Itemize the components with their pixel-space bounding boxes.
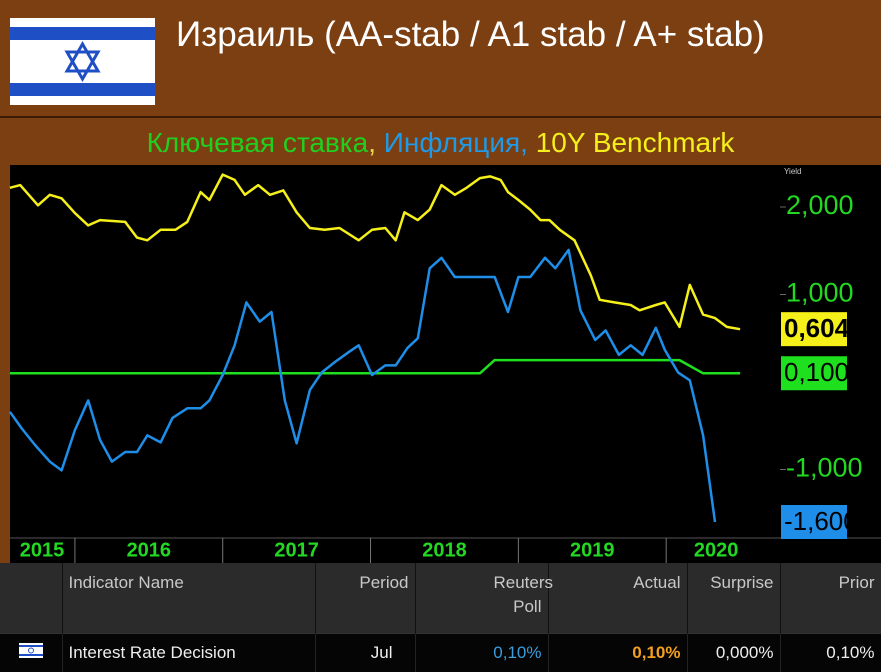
plot-background xyxy=(10,165,881,538)
column-header-text: Reuters Poll xyxy=(494,571,542,619)
table-header: Indicator Name Period Reuters Poll Actua… xyxy=(0,563,881,634)
cell: Interest Rate Decision xyxy=(62,634,315,672)
y-axis-label: Yield xyxy=(784,167,802,176)
column-header: Indicator Name xyxy=(62,563,315,634)
column-header: Surprise xyxy=(687,563,780,634)
legend-separator: , xyxy=(368,127,376,158)
end-value-label: 0,604 xyxy=(784,313,850,343)
legend-item: 10Y Benchmark xyxy=(536,127,735,158)
cell: 0,10% xyxy=(548,634,687,672)
israel-flag xyxy=(10,18,155,105)
x-tick-label: 2019 xyxy=(570,539,615,561)
title: Израиль (AA-stab / A1 stab / A+ stab) xyxy=(176,12,836,58)
flag-cell xyxy=(0,634,62,672)
end-value-label: -1,600 xyxy=(784,506,858,536)
legend-item: Ключевая ставка xyxy=(147,127,369,158)
cell: 0,000% xyxy=(687,634,780,672)
legend: Ключевая ставка, Инфляция, 10Y Benchmark xyxy=(0,120,881,165)
table: Indicator Name Period Reuters Poll Actua… xyxy=(0,563,881,672)
header: Израиль (AA-stab / A1 stab / A+ stab) xyxy=(0,0,881,118)
column-header: Period xyxy=(315,563,415,634)
legend-separator: , xyxy=(520,127,528,158)
cell: Jul xyxy=(315,634,415,672)
column-header: Actual xyxy=(548,563,687,634)
cell: 0,10% xyxy=(415,634,548,672)
x-tick-label: 2018 xyxy=(422,539,467,561)
legend-item: Инфляция xyxy=(384,127,520,158)
cell: 0,10% xyxy=(780,634,881,672)
column-header: Prior xyxy=(780,563,881,634)
y-tick-label: 1,000 xyxy=(786,278,854,308)
x-tick-label: 2020 xyxy=(694,539,739,561)
x-tick-label: 2017 xyxy=(274,539,319,561)
end-value-label: 0,100 xyxy=(784,357,849,387)
table-row[interactable]: Interest Rate Decision Jul 0,10% 0,10% 0… xyxy=(0,634,881,672)
x-tick-label: 2016 xyxy=(127,539,172,561)
y-tick-label: 2,000 xyxy=(786,190,854,220)
flag-header xyxy=(0,563,62,634)
x-tick-label: 2015 xyxy=(20,539,65,561)
flag-icon xyxy=(19,643,43,658)
chart: Yield 2,000 1,000 -1,000 2015 2016 2017 2018 20… xyxy=(0,165,881,563)
y-tick-label: -1,000 xyxy=(786,453,863,483)
column-header: Reuters Poll xyxy=(415,563,548,634)
